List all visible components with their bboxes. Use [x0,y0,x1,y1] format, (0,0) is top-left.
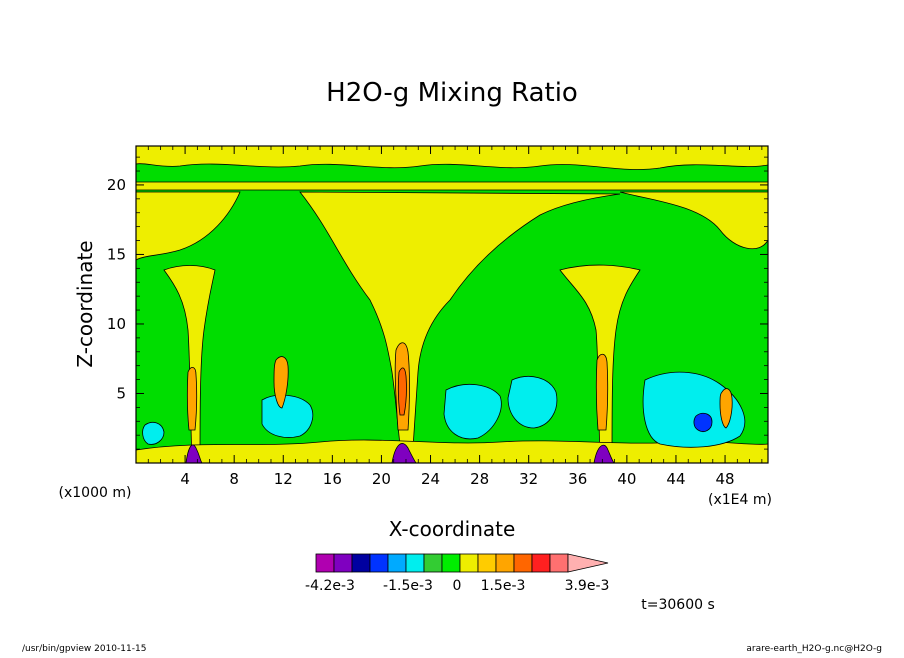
contour-cyan-blob-5 [142,421,165,445]
colorbar-arrow [567,553,609,573]
contour-cyan-blob-4 [642,371,746,448]
contour-purple-core-left [185,444,203,463]
x-axis-right-unit: (x1E4 m) [708,492,772,508]
contour-yellow-right-top [619,191,768,249]
y-tick-label: 10 [107,315,126,333]
contour-blue-blob [693,412,713,432]
colorbar-swatch [495,553,515,573]
x-tick-label: 8 [229,470,239,488]
colorbar-swatch [351,553,371,573]
footer-right: arare-earth_H2O-g.nc@H2O-g [746,644,882,654]
colorbar-label: 3.9e-3 [565,578,610,594]
contour-orange-core-left [186,367,198,431]
contour-cyan-blob-3 [507,376,558,429]
x-axis-label: X-coordinate [389,517,516,541]
colorbar-label: -4.2e-3 [305,578,355,594]
colorbar-swatch [477,553,497,573]
y-tick-label: 20 [107,176,126,194]
y-axis: 5 10 15 20 [107,156,768,450]
colorbar-swatch [513,553,533,573]
contour-purple-core-right [593,444,615,463]
colorbar-label: 1.5e-3 [481,578,526,594]
contour-cyan-blob-1 [261,394,314,438]
x-tick-label: 32 [519,470,538,488]
footer-left: /usr/bin/gpview 2010-11-15 [22,644,146,654]
x-tick-label: 44 [666,470,685,488]
x-tick-label: 40 [617,470,636,488]
y-tick-label: 5 [116,384,126,402]
colorbar-swatch [315,553,335,573]
contour-purple-core-center [391,443,417,463]
y-axis-label: Z-coordinate [73,240,97,367]
contour-orange-blob-12 [273,356,289,409]
x-tick-label: 12 [274,470,293,488]
x-tick-label: 20 [372,470,391,488]
colorbar-swatch [549,553,569,573]
colorbar: -4.2e-3 -1.5e-3 0 1.5e-3 3.9e-3 [305,553,610,594]
colorbar-swatch [459,553,479,573]
colorbar-label: -1.5e-3 [383,578,433,594]
plot-frame [135,145,769,464]
contour-orange-blob-48 [719,388,733,429]
y-tick-label: 15 [107,245,126,263]
contour-orange-core-right [595,353,609,431]
plot-area [136,146,768,463]
contour-yellow-stripe [136,181,768,191]
x-tick-label: 24 [421,470,440,488]
x-tick-label: 36 [568,470,587,488]
colorbar-swatch [441,553,461,573]
contour-yellow-top-band [136,146,768,170]
contour-yellow-plume-left [163,265,216,463]
colorbar-swatch [423,553,443,573]
colorbar-label: 0 [453,578,462,594]
time-label: t=30600 s [641,597,715,613]
contour-cyan-blob-2 [443,383,502,440]
x-axis-left-unit: (x1000 m) [59,485,132,501]
x-tick-label: 16 [323,470,342,488]
x-tick-label: 4 [180,470,190,488]
colorbar-swatch [405,553,425,573]
contour-yellow-plume-center [299,191,621,463]
colorbar-swatch [333,553,353,573]
x-tick-label: 48 [716,470,735,488]
chart-title: H2O-g Mixing Ratio [326,78,578,108]
colorbar-swatch [369,553,389,573]
colorbar-swatch [387,553,407,573]
colorbar-swatch [531,553,551,573]
contour-yellow-left-top [136,191,241,261]
contour-red-core-center [397,367,407,416]
x-tick-label: 28 [470,470,489,488]
x-axis: 4 8 12 16 20 24 28 32 36 40 44 48 [147,146,763,488]
